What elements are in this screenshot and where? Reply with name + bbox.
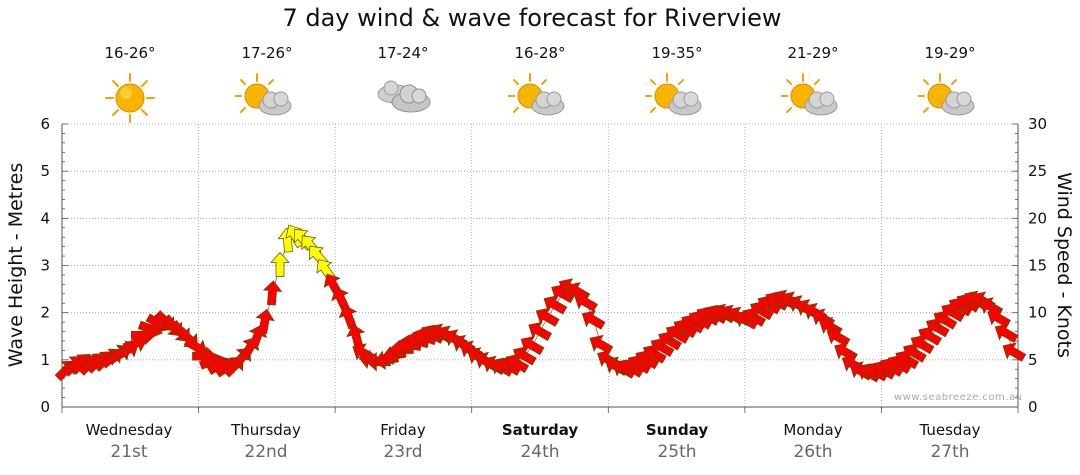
y-tick-label-right: 20: [1028, 209, 1047, 227]
temp-range-sunday: 19-35°: [651, 44, 703, 62]
y-tick-label-right: 0: [1028, 398, 1038, 416]
y-tick-label-right: 30: [1028, 115, 1047, 133]
temp-range-saturday: 16-28°: [514, 44, 566, 62]
wind-arrow: [262, 280, 283, 306]
date-label-25th: 25th: [657, 442, 697, 462]
day-label-tuesday: Tuesday: [919, 421, 981, 439]
date-label-24th: 24th: [520, 442, 560, 462]
wind-arrow: [574, 292, 598, 312]
chart-title: 7 day wind & wave forecast for Riverview: [282, 4, 782, 32]
wind-arrow: [270, 251, 290, 277]
y-tick-label-left: 1: [40, 351, 50, 369]
y-tick-label-left: 6: [40, 115, 50, 133]
y-tick-label-right: 10: [1028, 304, 1047, 322]
date-label-23rd: 23rd: [383, 442, 423, 462]
y-tick-label-right: 25: [1028, 162, 1047, 180]
temp-range-friday: 17-24°: [377, 44, 429, 62]
wind-arrow: [255, 308, 275, 335]
wind-arrow: [994, 323, 1019, 343]
y-tick-label-left: 4: [40, 209, 50, 227]
day-label-sunday: Sunday: [645, 421, 709, 439]
sun-cloud-icon: [918, 73, 975, 116]
y-axis-label-right: Wind Speed - Knots: [1053, 172, 1075, 358]
sun-cloud-icon: [645, 73, 702, 116]
y-tick-label-right: 5: [1028, 351, 1038, 369]
y-tick-label-right: 15: [1028, 257, 1047, 275]
date-label-21st: 21st: [110, 442, 148, 462]
sun-icon: [105, 73, 155, 123]
day-label-thursday: Thursday: [231, 421, 301, 439]
sun-cloud-icon: [508, 73, 565, 116]
temp-range-wednesday: 16-26°: [104, 44, 156, 62]
wind-arrow: [1002, 342, 1027, 362]
sun-cloud-icon: [781, 73, 838, 116]
temp-range-monday: 21-29°: [787, 44, 839, 62]
y-tick-label-left: 5: [40, 162, 50, 180]
y-tick-label-left: 0: [40, 398, 50, 416]
day-label-friday: Friday: [380, 421, 426, 439]
temp-range-thursday: 17-26°: [241, 44, 293, 62]
cloud-icon: [377, 80, 431, 113]
temp-range-tuesday: 19-29°: [924, 44, 976, 62]
day-label-monday: Monday: [783, 421, 843, 439]
wind-arrow: [581, 310, 606, 330]
y-tick-label-left: 2: [40, 304, 50, 322]
watermark: www.seabreeze.com.au: [894, 392, 1023, 403]
day-label-saturday: Saturday: [501, 421, 579, 439]
date-label-27th: 27th: [930, 442, 970, 462]
day-label-wednesday: Wednesday: [85, 421, 173, 439]
y-axis-label-left: Wave Height - Metres: [5, 162, 27, 368]
date-label-22nd: 22nd: [244, 442, 288, 462]
wind-arrow: [520, 335, 545, 356]
y-tick-label-left: 3: [40, 257, 50, 275]
wind-arrow: [528, 321, 553, 341]
date-label-26th: 26th: [793, 442, 833, 462]
sun-cloud-icon: [235, 73, 292, 116]
